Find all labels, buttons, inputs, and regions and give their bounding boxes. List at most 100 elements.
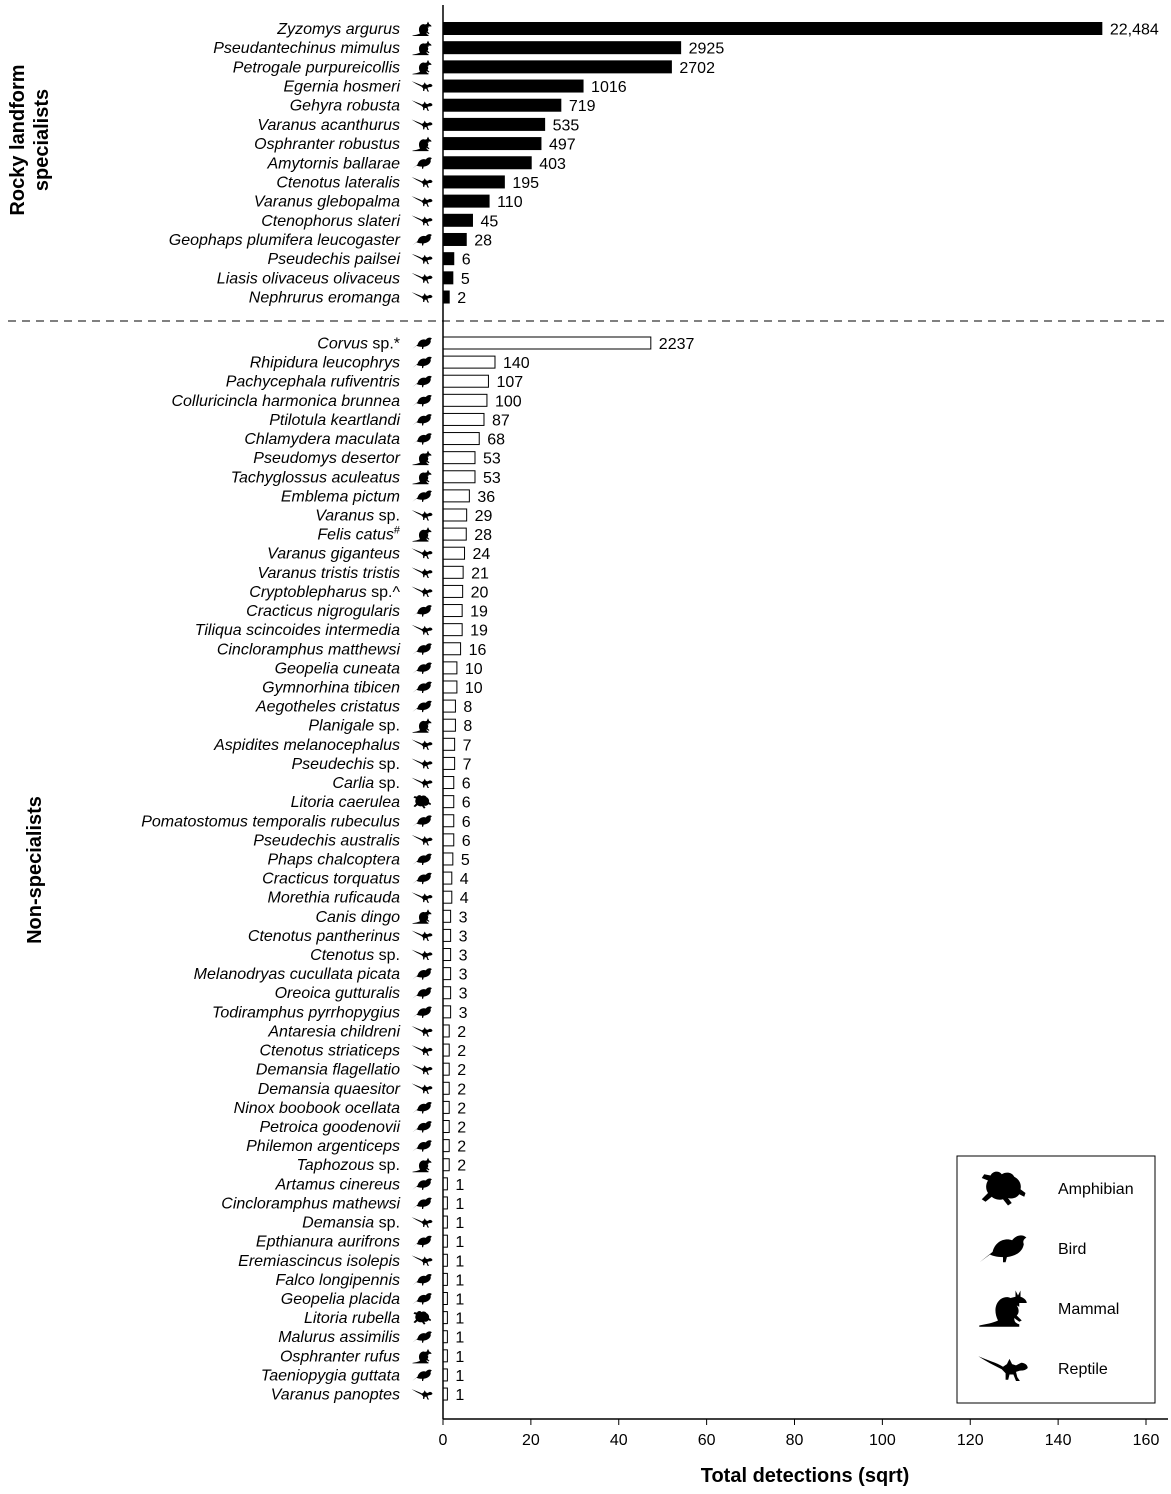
species-label: Epthianura aurifrons [256, 1234, 400, 1251]
reptile-icon [411, 1064, 433, 1075]
species-label: Demansia flagellatio [256, 1062, 400, 1079]
bird-icon [412, 1235, 432, 1248]
species-label: Pseudechis sp. [291, 756, 400, 773]
bird-icon [412, 337, 432, 350]
bird-icon [412, 157, 432, 169]
mammal-icon [412, 450, 432, 466]
value-label: 195 [512, 175, 539, 192]
bar [442, 967, 452, 981]
species-label: Varanus tristis tristis [257, 565, 400, 582]
bar [442, 986, 452, 1000]
bird-icon [412, 1369, 432, 1381]
bar [442, 776, 455, 790]
bar [442, 928, 452, 942]
value-label: 3 [459, 967, 468, 984]
bar [442, 508, 468, 522]
value-label: 36 [477, 489, 495, 506]
bar [442, 1062, 450, 1076]
value-label: 10 [465, 680, 483, 697]
value-label: 2 [457, 1024, 466, 1041]
bird-icon [412, 968, 432, 980]
species-row: Pseudechis pailsei 6 [267, 251, 470, 269]
species-label: Nephrurus eromanga [249, 290, 400, 307]
species-label: Geopelia placida [281, 1291, 400, 1308]
value-label: 10 [465, 661, 483, 678]
reptile-icon [411, 949, 433, 961]
species-label: Malurus assimilis [278, 1329, 400, 1346]
species-row: Geopelia placida 1 [281, 1291, 465, 1309]
species-row: Ctenotus pantherinus 3 [248, 928, 468, 946]
species-label: Osphranter rufus [280, 1348, 400, 1365]
species-row: Planigale sp. 8 [308, 718, 472, 736]
bar [442, 1120, 450, 1134]
species-row: Malurus assimilis 1 [278, 1329, 464, 1347]
species-label: Gehyra robusta [290, 98, 400, 115]
species-label: Litoria rubella [304, 1310, 400, 1327]
bird-icon [412, 1274, 432, 1286]
value-label: 1 [455, 1177, 464, 1194]
value-label: 53 [483, 470, 501, 487]
species-row: Cincloramphus mathewsi 1 [221, 1195, 464, 1213]
value-label: 1 [455, 1234, 464, 1251]
bird-icon [412, 1121, 432, 1133]
species-label: Eremiascincus isolepis [238, 1253, 400, 1270]
bird-icon [412, 815, 432, 827]
bar [442, 432, 480, 446]
reptile-icon [411, 1217, 433, 1228]
reptile-icon [411, 567, 433, 578]
bar [442, 699, 456, 713]
mammal-icon [412, 909, 432, 924]
mammal-icon [412, 527, 432, 542]
bar [442, 79, 584, 93]
species-label: Planigale sp. [308, 718, 400, 735]
bird-icon [412, 681, 432, 694]
species-row: Pachycephala rufiventris 107 [226, 374, 524, 392]
mammal-icon [412, 40, 432, 56]
value-label: 5 [461, 852, 470, 869]
group-title-non-specialists: Non-specialists [24, 796, 46, 944]
value-label: 497 [549, 137, 576, 154]
value-label: 1 [455, 1330, 464, 1347]
reptile-icon [411, 196, 433, 207]
species-row: Falco longipennis 1 [275, 1272, 464, 1290]
species-row: Philemon argenticeps 2 [246, 1138, 466, 1156]
bird-icon [412, 605, 432, 617]
reptile-icon [411, 777, 433, 789]
value-label: 1 [455, 1196, 464, 1213]
species-label: Tachyglossus aculeatus [231, 469, 400, 486]
species-label: Varanus acanthurus [257, 117, 400, 134]
value-label: 3 [459, 1005, 468, 1022]
value-label: 6 [462, 252, 471, 269]
species-row: Varanus panoptes 1 [271, 1387, 465, 1405]
species-label: Zyzomys argurus [276, 21, 400, 38]
species-label: Varanus giganteus [267, 546, 400, 563]
value-label: 1 [455, 1272, 464, 1289]
bar [442, 948, 452, 962]
value-label: 1 [455, 1253, 464, 1270]
species-label: Todiramphus pyrrhopygius [212, 1004, 400, 1021]
bar [442, 213, 473, 227]
species-row: Tachyglossus aculeatus 53 [231, 469, 501, 487]
value-label: 87 [492, 412, 510, 429]
x-tick-label: 60 [698, 1432, 716, 1449]
species-row: Cincloramphus matthewsi 16 [217, 641, 487, 659]
legend-label: Mammal [1058, 1301, 1119, 1318]
bar [442, 642, 462, 656]
species-label: Varanus sp. [315, 507, 400, 524]
species-row: Varanus giganteus 24 [267, 546, 490, 564]
species-label: Canis dingo [316, 909, 401, 926]
species-label: Varanus panoptes [271, 1387, 400, 1404]
species-row: Artamus cinereus 1 [275, 1176, 465, 1194]
value-label: 6 [462, 776, 471, 793]
bar [442, 470, 476, 484]
species-row: Cryptoblepharus sp.^ 20 [249, 584, 488, 602]
bar [442, 137, 542, 151]
species-label: Pseudechis australis [253, 832, 400, 849]
species-label: Ctenophorus slateri [261, 213, 400, 230]
bar [442, 1024, 450, 1038]
species-row: Osphranter robustus 497 [254, 136, 576, 154]
species-row: Ninox boobook ocellata 2 [234, 1100, 467, 1118]
species-label: Cincloramphus mathewsi [221, 1195, 400, 1212]
species-row: Varanus tristis tristis 21 [257, 565, 489, 583]
species-row: Nephrurus eromanga 2 [249, 290, 466, 308]
